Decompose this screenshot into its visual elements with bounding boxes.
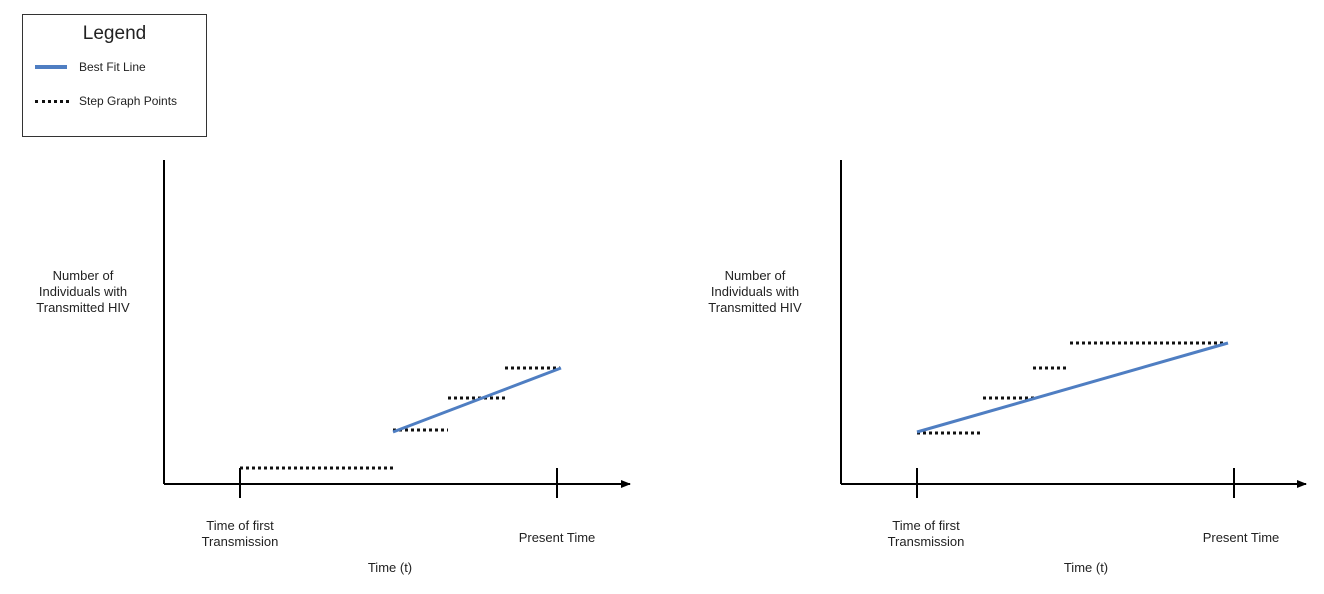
right-x-axis-label: Time (t) <box>1063 560 1109 575</box>
legend-title: Legend <box>82 23 147 44</box>
best-fit-swatch <box>35 65 67 69</box>
left-tick-label-present: Present Time <box>518 530 596 545</box>
left-tick-label-first: Time of first Transmission <box>180 518 300 550</box>
right-panel <box>840 160 1307 498</box>
right-y-label-line-1: Number of <box>724 268 786 283</box>
right-y-label-line-3: Transmitted HIV <box>708 300 802 315</box>
left-y-axis-label: Number of Individuals with Transmitted H… <box>18 268 148 316</box>
left-x-axis-label: Time (t) <box>367 560 413 575</box>
right-best-fit-line <box>916 341 1229 434</box>
left-tick-first-line-1: Time of first <box>206 518 274 533</box>
left-best-fit-line <box>392 366 562 434</box>
right-tick-label-present: Present Time <box>1202 530 1280 545</box>
left-tick-first-line-2: Transmission <box>201 534 279 549</box>
right-tick-first-line-1: Time of first <box>892 518 960 533</box>
left-y-label-line-2: Individuals with <box>38 284 128 299</box>
left-panel <box>163 160 631 498</box>
legend-label-best-fit: Best Fit Line <box>79 60 146 74</box>
left-y-label-line-3: Transmitted HIV <box>36 300 130 315</box>
legend-item-steps: Step Graph Points <box>35 93 177 109</box>
legend-label-steps: Step Graph Points <box>79 94 178 108</box>
right-y-label-line-2: Individuals with <box>710 284 800 299</box>
right-tick-first-line-2: Transmission <box>887 534 965 549</box>
left-y-label-line-1: Number of <box>52 268 114 283</box>
step-points-swatch <box>35 99 69 103</box>
legend-item-best-fit: Best Fit Line <box>35 59 146 75</box>
right-tick-label-first: Time of first Transmission <box>866 518 986 550</box>
legend-box: Legend Best Fit Line Step Graph Points <box>22 14 207 137</box>
right-y-axis-label: Number of Individuals with Transmitted H… <box>690 268 820 316</box>
